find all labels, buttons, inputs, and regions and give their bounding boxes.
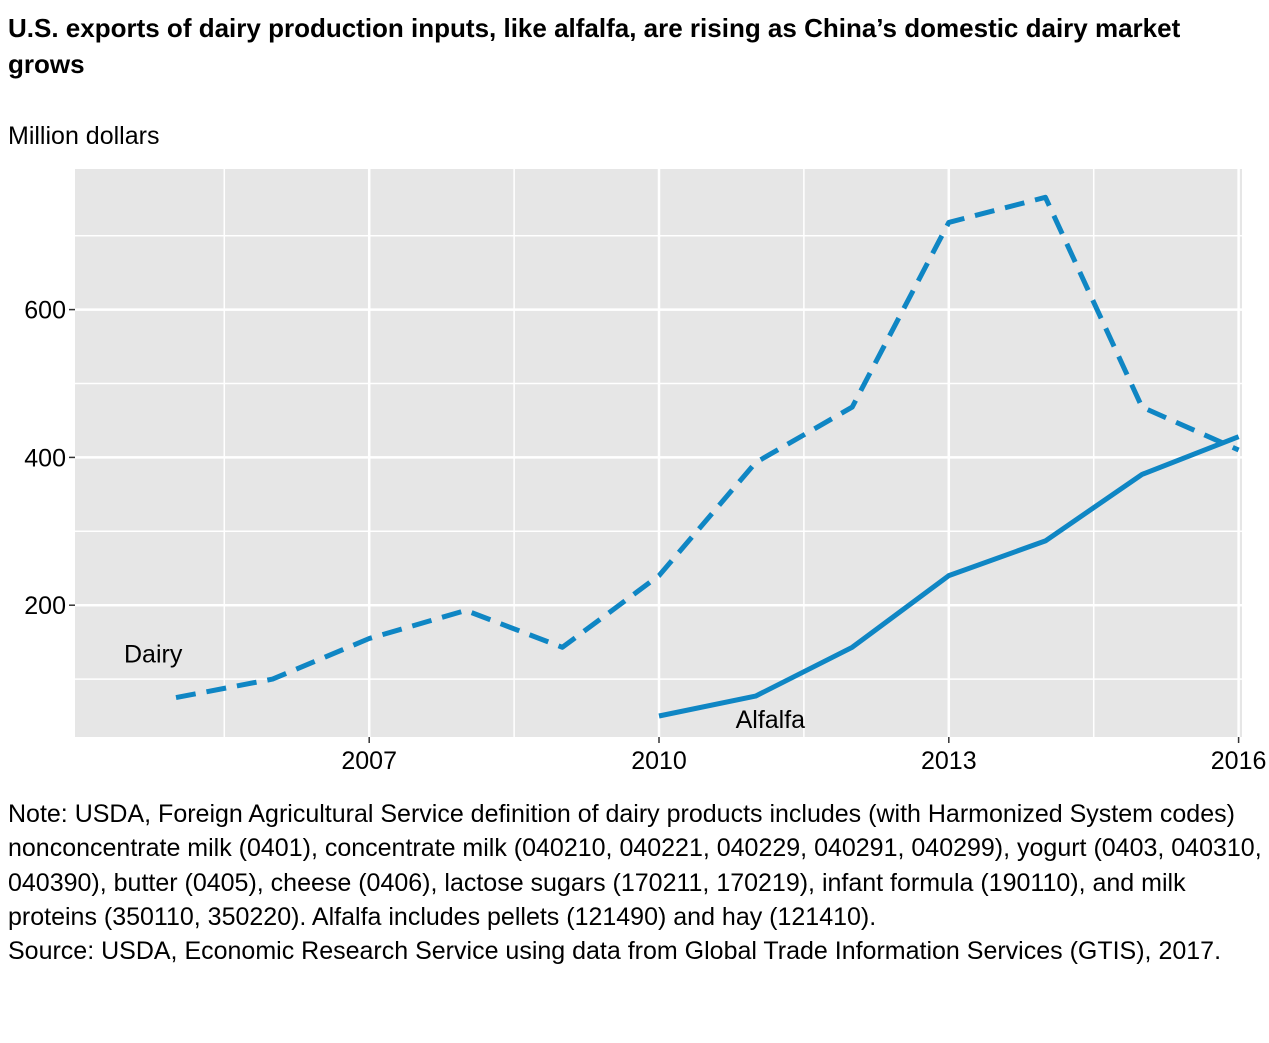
series-line-alfalfa: [658, 434, 1240, 719]
y-tick-label: 400: [24, 444, 66, 472]
chart-title: U.S. exports of dairy production inputs,…: [8, 13, 1181, 79]
series-label-dairy: Dairy: [124, 641, 183, 669]
y-tick-label: 200: [24, 592, 66, 620]
series-label-alfalfa: Alfalfa: [736, 706, 806, 734]
y-axis-label: Million dollars: [8, 122, 160, 150]
x-tick-label: 2010: [631, 747, 687, 775]
series-line-dairy: [175, 194, 1240, 701]
x-tick-label: 2007: [341, 747, 397, 775]
x-tick-label: 2016: [1211, 747, 1267, 775]
source-text: Source: USDA, Economic Research Service …: [8, 937, 1222, 966]
note-text: Note: USDA, Foreign Agricultural Service…: [8, 800, 1262, 931]
y-tick-label: 600: [24, 297, 66, 325]
x-tick-label: 2013: [921, 747, 977, 775]
chart-notes: Note: USDA, Foreign Agricultural Service…: [8, 797, 1263, 968]
